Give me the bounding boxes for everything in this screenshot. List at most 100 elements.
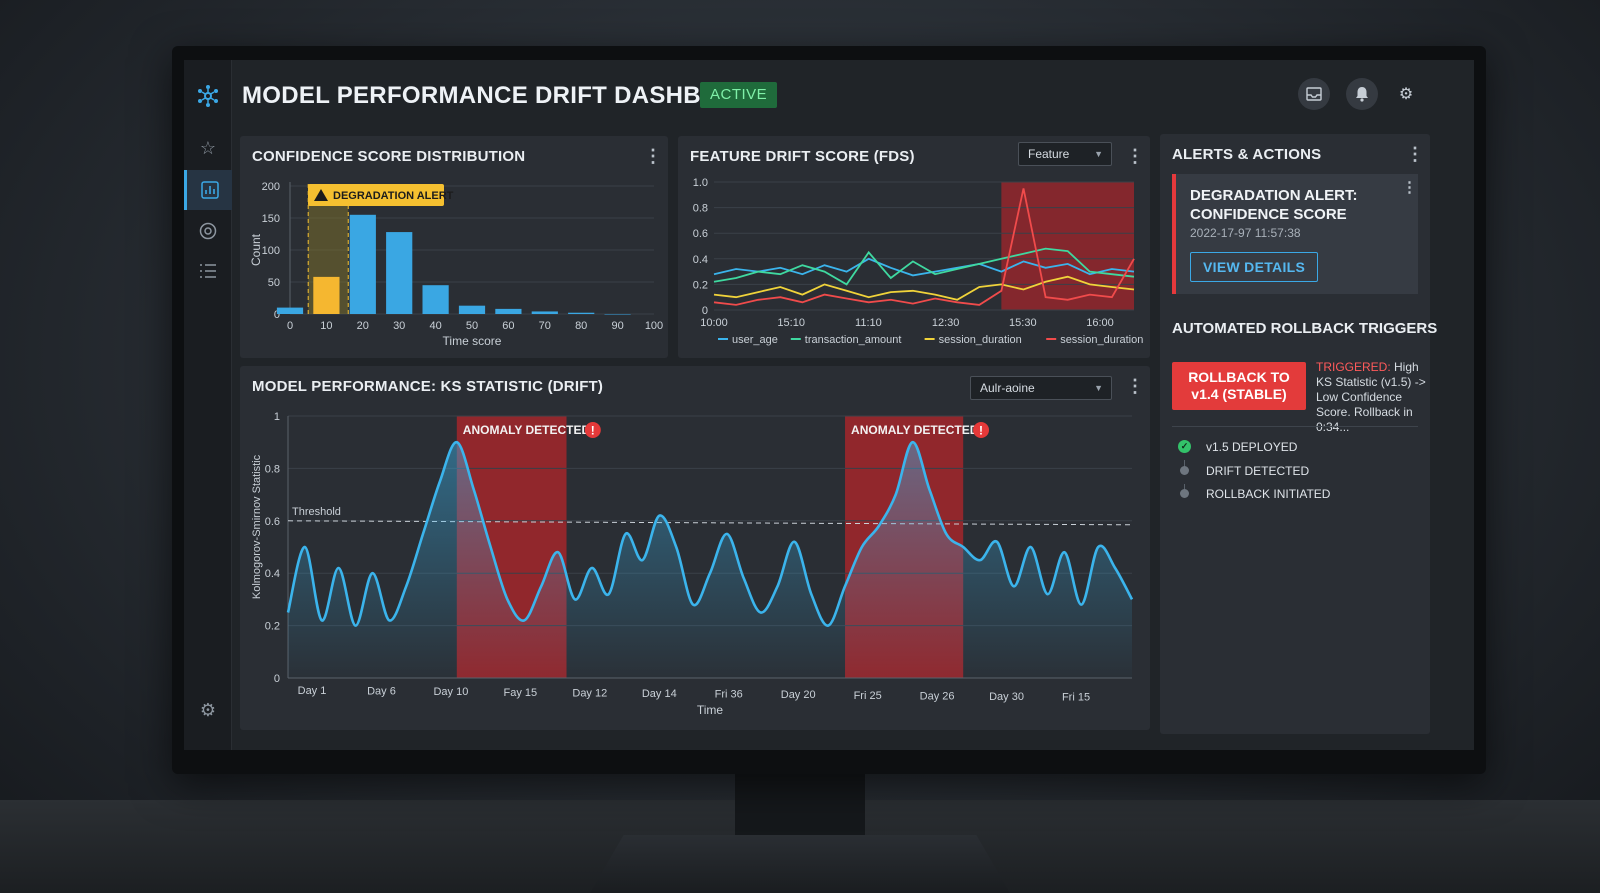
alert-card-menu-icon[interactable]: ⋮ bbox=[1402, 179, 1417, 196]
check-icon: ✓ bbox=[1178, 440, 1191, 453]
x-tick-label: 20 bbox=[357, 320, 369, 332]
histogram-bar bbox=[604, 314, 631, 315]
timeline-dot-icon bbox=[1180, 489, 1189, 498]
legend-label: user_age bbox=[732, 334, 778, 346]
x-tick-label: Day 20 bbox=[781, 689, 816, 701]
x-tick-label: 70 bbox=[539, 320, 551, 332]
x-tick-label: Fri 15 bbox=[1062, 692, 1090, 704]
x-tick-label: 12:30 bbox=[932, 317, 960, 329]
network-logo-icon-svg bbox=[198, 85, 218, 107]
rollback-button-line2: v1.4 (STABLE) bbox=[1191, 386, 1287, 402]
triggered-label: TRIGGERED: bbox=[1316, 360, 1391, 374]
y-tick-label: 50 bbox=[268, 277, 280, 289]
histogram-bar bbox=[386, 232, 413, 314]
x-tick-label: 60 bbox=[502, 320, 514, 332]
timeline-label: v1.5 DEPLOYED bbox=[1206, 440, 1298, 454]
feature-drift-chart: 0 0.2 0.4 0.6 0.8 1.0 10:00 15:10 11:10 12:30 15:3… bbox=[693, 177, 1144, 346]
x-tick-label: 16:00 bbox=[1086, 317, 1114, 329]
target-icon[interactable] bbox=[184, 211, 232, 251]
bell-icon[interactable] bbox=[1346, 78, 1378, 110]
chevron-down-icon: ▼ bbox=[1094, 149, 1103, 159]
x-tick-label: 0 bbox=[287, 320, 293, 332]
settings-icon[interactable]: ⚙ bbox=[1398, 86, 1414, 103]
confidence-panel-menu-icon[interactable]: ⋮ bbox=[644, 146, 662, 166]
page-title: MODEL PERFORMANCE DRIFT DASHBOARD bbox=[242, 82, 773, 109]
rollback-button[interactable]: ROLLBACK TO v1.4 (STABLE) bbox=[1172, 362, 1306, 410]
x-tick-label: 30 bbox=[393, 320, 405, 332]
y-tick-label: 0.6 bbox=[265, 516, 280, 528]
histogram-bar bbox=[349, 214, 376, 314]
ks-statistic-panel: MODEL PERFORMANCE: KS STATISTIC (DRIFT) … bbox=[240, 366, 1150, 730]
alert-icon bbox=[584, 422, 601, 438]
y-tick-label: 0.8 bbox=[265, 463, 280, 475]
feature-dropdown-value: Feature bbox=[1028, 147, 1070, 161]
x-tick-label: 100 bbox=[645, 320, 663, 332]
degradation-alert-label: DEGRADATION ALERT bbox=[333, 190, 454, 202]
bar-chart-icon[interactable] bbox=[184, 170, 232, 210]
timeline-label: DRIFT DETECTED bbox=[1206, 464, 1310, 478]
gear-icon[interactable]: ⚙ bbox=[199, 699, 217, 720]
x-tick-label: 50 bbox=[466, 320, 478, 332]
x-tick-label: Day 26 bbox=[920, 690, 955, 702]
x-tick-label: 40 bbox=[429, 320, 441, 332]
x-tick-label: Fri 36 bbox=[715, 689, 743, 701]
x-tick-label: 15:30 bbox=[1009, 317, 1037, 329]
list-icon[interactable] bbox=[184, 251, 232, 291]
degradation-alert-card: DEGRADATION ALERT: CONFIDENCE SCORE ⋮ 20… bbox=[1172, 174, 1418, 294]
histogram-bar bbox=[422, 285, 449, 314]
rollback-button-line1: ROLLBACK TO bbox=[1188, 369, 1290, 385]
drift-panel-menu-icon[interactable]: ⋮ bbox=[1126, 146, 1144, 166]
star-icon[interactable]: ☆ bbox=[199, 137, 217, 158]
alerts-actions-panel: ALERTS & ACTIONS ⋮ DEGRADATION ALERT: CO… bbox=[1160, 134, 1437, 734]
alerts-panel-menu-icon[interactable]: ⋮ bbox=[1406, 144, 1424, 164]
warning-icon bbox=[314, 189, 328, 201]
histogram-bar bbox=[276, 307, 304, 314]
confidence-panel-title: CONFIDENCE SCORE DISTRIBUTION bbox=[252, 148, 526, 165]
anomaly-label: ANOMALY DETECTED bbox=[851, 423, 979, 437]
ks-panel-title: MODEL PERFORMANCE: KS STATISTIC (DRIFT) bbox=[252, 378, 604, 395]
inbox-icon-svg bbox=[1306, 87, 1322, 101]
list-icon-svg bbox=[200, 264, 216, 278]
series-line bbox=[713, 257, 1135, 277]
histogram-bar bbox=[458, 305, 486, 314]
feature-dropdown[interactable]: Feature ▼ bbox=[1018, 142, 1112, 166]
status-badge: ACTIVE bbox=[700, 82, 778, 108]
ks-panel-menu-icon[interactable]: ⋮ bbox=[1126, 376, 1144, 396]
histogram-bar bbox=[313, 276, 340, 314]
y-tick-label: 0.4 bbox=[693, 254, 708, 266]
y-tick-label: 0.6 bbox=[693, 228, 708, 240]
threshold-line bbox=[287, 520, 1133, 526]
x-tick-label: Day 6 bbox=[367, 686, 396, 698]
legend-label: session_duration bbox=[1060, 334, 1143, 346]
histogram-bar bbox=[495, 308, 522, 314]
x-tick-label: 90 bbox=[611, 320, 623, 332]
x-tick-label: Day 12 bbox=[572, 687, 607, 699]
timeline-dot-icon bbox=[1180, 466, 1189, 475]
alert-timestamp: 2022-17-97 11:57:38 bbox=[1190, 226, 1301, 240]
ks-model-dropdown[interactable]: Aulr-aoine ▼ bbox=[970, 376, 1112, 400]
inbox-icon[interactable] bbox=[1298, 78, 1330, 110]
alert-card-title: DEGRADATION ALERT: CONFIDENCE SCORE bbox=[1190, 187, 1358, 223]
trigger-description: TRIGGERED: High KS Statistic (v1.5) -> L… bbox=[1316, 360, 1436, 435]
histogram-bar bbox=[568, 312, 595, 314]
dashboard-screen: ☆ ⚙ MODEL PERFORMANCE DRIFT DASHBOARD AC… bbox=[184, 60, 1474, 750]
y-axis-label: Kolmogorov-Smirnov Statistic bbox=[251, 454, 263, 599]
ks-statistic-chart: 0 0.2 0.4 0.6 0.8 1 Threshold Day 1 Day 6 Day 10 F… bbox=[251, 411, 1134, 717]
y-tick-label: 150 bbox=[262, 213, 280, 225]
y-tick-label: 0.2 bbox=[265, 621, 280, 633]
series-line bbox=[713, 188, 1135, 306]
x-tick-label: 10:00 bbox=[700, 317, 728, 329]
network-logo-icon[interactable] bbox=[184, 76, 232, 116]
series-line bbox=[713, 275, 1135, 301]
degradation-alert-badge bbox=[308, 184, 444, 206]
x-tick-label: 80 bbox=[575, 320, 587, 332]
y-tick-label: 1 bbox=[274, 411, 280, 423]
x-tick-label: Fri 25 bbox=[854, 690, 882, 702]
timeline-label: ROLLBACK INITIATED bbox=[1206, 487, 1331, 501]
y-tick-label: 100 bbox=[262, 245, 280, 257]
rollback-section-title: AUTOMATED ROLLBACK TRIGGERS bbox=[1172, 320, 1438, 337]
divider bbox=[1172, 426, 1418, 427]
ks-area-fill bbox=[288, 442, 1132, 678]
view-details-button[interactable]: VIEW DETAILS bbox=[1190, 252, 1319, 282]
